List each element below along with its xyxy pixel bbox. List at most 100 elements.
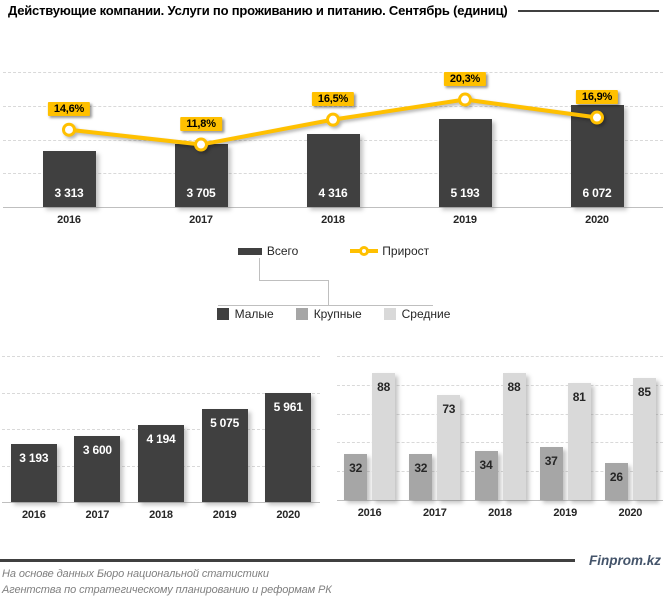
gridline: [337, 413, 663, 415]
bar-Средние-2017: 73: [437, 394, 461, 500]
gridline: [337, 356, 663, 357]
x-axis-label-2019: 2019: [553, 507, 578, 519]
gridline: [2, 392, 320, 394]
bar-value-label: 81: [572, 390, 586, 405]
bar-value-label: 5 961: [273, 400, 303, 415]
legend-item-growth: Прирост: [350, 244, 429, 258]
bar-Малые-2019: 5 075: [201, 409, 248, 502]
x-axis-label-2016: 2016: [21, 509, 46, 521]
legend-item-small: Малые: [216, 307, 274, 321]
gridline: [2, 356, 320, 357]
bar-value-label: 26: [609, 469, 623, 484]
legend-item-total: Всего: [237, 244, 299, 258]
legend-medium-label: Средние: [401, 307, 451, 321]
x-axis-line: [337, 500, 663, 501]
x-axis-label-2018: 2018: [321, 214, 345, 226]
bar-Малые-2017: 3 600: [74, 436, 121, 502]
page-title: Действующие компании. Услуги по проживан…: [8, 3, 508, 18]
gridline: [337, 442, 663, 444]
x-axis-label-2020: 2020: [618, 507, 643, 519]
bar-value-label: 3 600: [82, 443, 112, 458]
x-axis-label-2019: 2019: [212, 509, 237, 521]
bracket-vertical-left: [259, 258, 260, 280]
footer-row: Finprom.kz: [0, 553, 661, 568]
bar-Средние-2020: 85: [632, 377, 656, 500]
growth-line-swatch-icon: [350, 246, 379, 256]
bar-value-label: 5 075: [210, 416, 240, 431]
total-companies-chart: 3 313 3 705 4 316 5 193 6 072 14,6% 11,8% 16,5%…: [3, 71, 663, 233]
bar-value-label: 37: [544, 453, 558, 468]
gridline: [3, 72, 663, 73]
line-marker-2019: [458, 92, 472, 107]
x-axis-line: [3, 207, 663, 208]
legend-total-growth: Всего Прирост: [0, 244, 667, 258]
medium-swatch-icon: [383, 308, 396, 320]
bar-Всего-2017: 3 705: [174, 144, 228, 207]
bar-Всего-2016: 3 313: [42, 151, 96, 207]
line-marker-2018: [326, 112, 340, 127]
title-rule: [517, 9, 659, 12]
bar-value-label: 3 705: [186, 185, 216, 200]
large-swatch-icon: [295, 308, 308, 320]
bar-value-label: 4 316: [318, 185, 348, 200]
growth-value-label-2017: 11,8%: [180, 116, 222, 131]
legend-divider-rule: [218, 305, 433, 306]
x-axis-line: [2, 502, 320, 503]
large-medium-companies-chart: 32 88 32 73 34 88 37 81 26 85 2016 2017 2018 2019 2020: [337, 356, 663, 526]
line-marker-2017: [194, 137, 208, 152]
x-axis-label-2016: 2016: [57, 214, 81, 226]
gridline: [337, 471, 663, 473]
small-companies-chart: 3 193 3 600 4 194 5 075 5 961 2016 2017 2018 201…: [2, 356, 320, 528]
bar-Всего-2018: 4 316: [306, 134, 360, 207]
growth-line: [62, 92, 604, 152]
x-axis-label-2017: 2017: [422, 507, 447, 519]
bar-Крупные-2019: 37: [539, 446, 563, 500]
legend-small-label: Малые: [234, 307, 274, 321]
bar-Малые-2018: 4 194: [138, 425, 184, 502]
growth-value-label-2018: 16,5%: [311, 91, 355, 106]
footer-rule: [0, 559, 575, 562]
x-axis-label-2019: 2019: [453, 214, 477, 226]
bar-Крупные-2016: 32: [344, 453, 368, 500]
bar-value-label: 3 193: [19, 450, 49, 465]
x-axis-label-2017: 2017: [189, 214, 213, 226]
bar-Средние-2019: 81: [567, 383, 591, 500]
bracket-horizontal: [259, 280, 329, 281]
bar-Средние-2016: 88: [372, 373, 396, 500]
source-note-line1: На основе данных Бюро национальной стати…: [2, 568, 269, 580]
total-bar-swatch-icon: [237, 247, 262, 255]
growth-marker-icon: [359, 246, 370, 256]
x-axis-label-2020: 2020: [276, 509, 301, 521]
legend-item-medium: Средние: [383, 307, 451, 321]
legend-item-large: Крупные: [295, 307, 362, 321]
growth-value-label-2020: 16,9%: [575, 89, 619, 104]
bar-Крупные-2017: 32: [409, 453, 433, 500]
legend-total-label: Всего: [266, 244, 299, 258]
x-axis-label-2016: 2016: [357, 507, 382, 519]
line-marker-2020: [590, 110, 604, 125]
bar-value-label: 32: [414, 460, 428, 475]
bar-value-label: 88: [507, 380, 521, 395]
bar-Крупные-2018: 34: [474, 451, 498, 500]
gridline: [3, 105, 663, 107]
bar-Всего-2019: 5 193: [438, 119, 492, 207]
brand-logo: Finprom.kz: [588, 553, 661, 568]
bar-Малые-2016: 3 193: [10, 443, 57, 502]
x-axis-label-2018: 2018: [149, 509, 173, 521]
gridline: [337, 384, 663, 386]
bar-value-label: 34: [479, 458, 493, 473]
x-axis-label-2020: 2020: [585, 214, 609, 226]
bar-Средние-2018: 88: [502, 373, 526, 500]
bar-value-label: 85: [637, 384, 651, 399]
bar-value-label: 5 193: [450, 185, 480, 200]
x-axis-label-2018: 2018: [488, 507, 512, 519]
bar-Малые-2020: 5 961: [265, 393, 312, 502]
small-swatch-icon: [216, 308, 229, 320]
x-axis-label-2017: 2017: [85, 509, 110, 521]
growth-value-label-2016: 14,6%: [47, 101, 91, 116]
legend-company-sizes: Малые Крупные Средние: [0, 307, 667, 321]
bar-value-label: 88: [377, 380, 391, 395]
growth-value-label-2019: 20,3%: [443, 71, 487, 86]
bar-value-label: 4 194: [146, 432, 176, 447]
